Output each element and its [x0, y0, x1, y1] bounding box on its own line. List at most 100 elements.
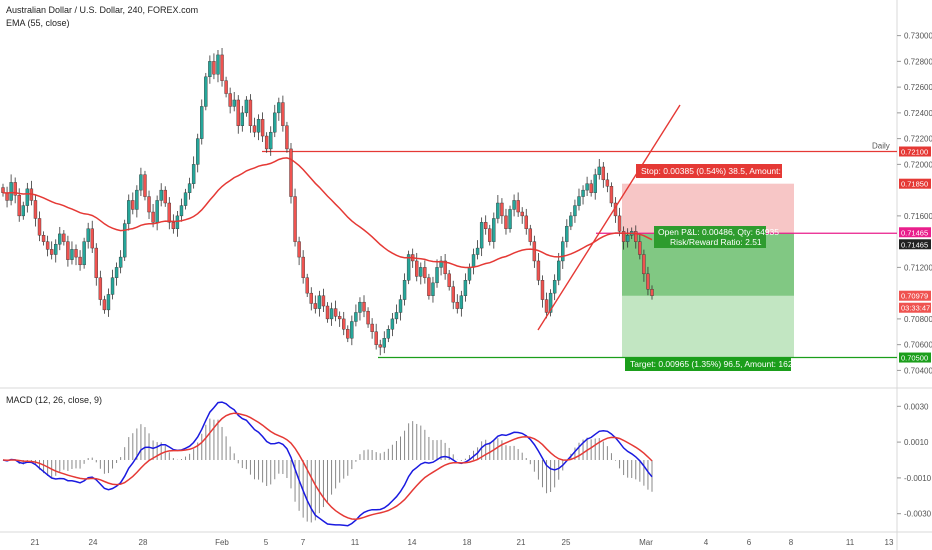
candle — [394, 304, 399, 324]
candle-body — [402, 280, 407, 300]
candle — [492, 212, 496, 249]
candle-body — [179, 205, 184, 217]
candle-body — [423, 267, 427, 278]
time-tick-label: 6 — [747, 538, 752, 547]
candle-body — [62, 233, 66, 242]
candle — [264, 132, 269, 153]
candle — [500, 198, 504, 224]
candle-body — [317, 295, 322, 309]
target-label: Target: 0.00965 (1.35%) 96.5, Amount: 16… — [625, 357, 809, 371]
candle — [386, 325, 391, 343]
candle-body — [17, 195, 21, 217]
trend-line[interactable] — [537, 104, 681, 331]
candle — [597, 158, 601, 180]
candle — [329, 302, 334, 326]
candle — [455, 294, 459, 314]
time-tick-label: 13 — [885, 538, 894, 547]
candle-body — [415, 260, 419, 277]
candle — [557, 252, 561, 286]
ema-line — [2, 157, 653, 269]
price-tag: 0.71850 — [899, 178, 931, 189]
candle — [374, 323, 378, 350]
price-tag: 0.72100 — [899, 146, 931, 157]
candle-body — [605, 179, 610, 187]
candle — [581, 185, 585, 205]
price-tag: 0.71465 — [899, 239, 931, 250]
time-tick-label: 18 — [463, 538, 472, 547]
candle — [147, 190, 151, 219]
candle — [21, 201, 25, 220]
candle — [548, 289, 553, 317]
candle — [463, 273, 468, 302]
candle — [479, 217, 484, 257]
price-axis: 0.73000 0.72800 0.72600 0.72400 0.72200 0.720… — [897, 32, 932, 375]
candle-body — [585, 183, 589, 191]
candle — [415, 252, 419, 282]
price-tag-text: 0.71465 — [901, 228, 928, 237]
candle — [358, 297, 362, 321]
candle-body — [163, 189, 167, 204]
candle — [313, 295, 318, 314]
candle-body — [467, 267, 472, 281]
price-tag-text: 0.70979 — [901, 292, 928, 301]
candle-body — [479, 222, 484, 249]
candle-body — [82, 241, 86, 266]
svg-text:Target: 0.00965 (1.35%) 96.5,: Target: 0.00965 (1.35%) 96.5, Amount: 16… — [630, 359, 809, 369]
candle-body — [346, 329, 350, 339]
candle — [565, 219, 569, 248]
stop-loss-zone[interactable] — [622, 183, 794, 234]
candle-body — [557, 260, 561, 281]
candle — [475, 240, 480, 260]
candle-body — [581, 189, 585, 197]
price-tick-label: 0.72800 — [904, 57, 932, 66]
candle-body — [25, 188, 30, 206]
candle-body — [212, 61, 216, 75]
candle — [532, 235, 537, 268]
candle — [110, 269, 115, 300]
candle — [175, 210, 180, 237]
candle-body — [33, 200, 38, 219]
candle-body — [370, 323, 374, 332]
price-tick-label: 0.70600 — [904, 341, 932, 350]
candle — [139, 167, 143, 197]
candle-body — [455, 301, 459, 309]
candle — [45, 235, 50, 257]
candle-body — [520, 211, 524, 217]
candle — [131, 192, 135, 215]
candle-body — [350, 321, 354, 339]
candle — [435, 259, 439, 288]
candle-body — [269, 131, 273, 150]
macd-axis: 0.0030 0.0010 -0.0010 -0.0030 — [897, 402, 932, 519]
candle-body — [500, 202, 504, 217]
price-tick-label: 0.73000 — [904, 32, 932, 41]
candle — [143, 170, 147, 201]
candle-body — [321, 295, 326, 307]
candle-body — [277, 102, 281, 114]
candle-body — [204, 76, 208, 107]
price-tag-bg — [899, 302, 931, 313]
macd-legend: MACD (12, 26, close, 9) — [6, 395, 103, 405]
candle-body — [216, 54, 220, 75]
time-tick-label: 5 — [264, 538, 269, 547]
time-tick-label: 14 — [408, 538, 417, 547]
candle-body — [102, 299, 107, 311]
price-tag: 03:33:47 — [899, 302, 931, 313]
candle-body — [285, 125, 289, 150]
candle-body — [127, 200, 131, 224]
ema-legend: EMA (55, close) — [6, 18, 70, 28]
candle — [483, 215, 488, 235]
macd-tick-label: 0.0030 — [904, 402, 929, 411]
candle — [1, 183, 5, 197]
candle — [58, 226, 62, 251]
candle-body — [589, 183, 593, 193]
candle — [277, 97, 281, 121]
candle — [573, 199, 577, 223]
candle — [240, 105, 245, 132]
candle — [228, 87, 232, 114]
candle — [248, 94, 253, 133]
candle — [601, 162, 606, 188]
candle-body — [496, 202, 500, 219]
candle-body — [625, 234, 630, 242]
candle — [488, 224, 492, 246]
